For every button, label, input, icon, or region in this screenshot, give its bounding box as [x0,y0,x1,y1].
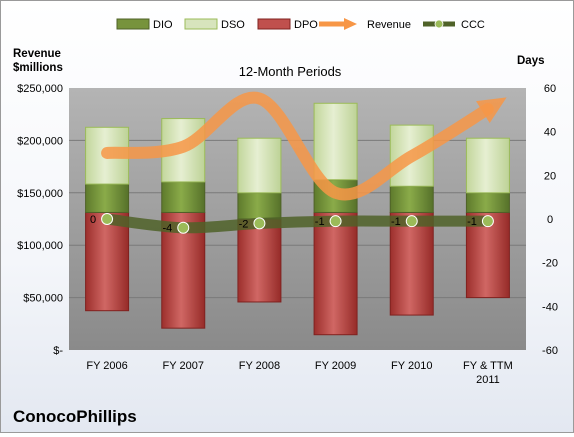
legend-swatch-dpo [257,18,291,30]
ccc-data-label: -1 [315,216,325,228]
right-axis-ticks: -60 -40 -20 0 20 40 60 [542,83,558,357]
category-label: 2011 [476,374,500,386]
ccc-marker [405,215,418,228]
category-label: FY 2010 [391,360,432,372]
revenue-line [101,91,507,201]
right-axis-title: Days [517,55,545,67]
ccc-marker [329,215,342,228]
legend-swatch-dio [116,18,150,30]
ccc-data-label: -2 [239,218,249,230]
dso-bar [237,137,282,194]
left-tick-label: $50,000 [23,293,63,305]
dso-bar [465,137,510,194]
right-tick-label: -20 [542,258,558,270]
right-tick-label: 0 [547,214,553,226]
dio-bar [237,192,282,220]
legend-label: CCC [461,19,485,31]
chart-title: 12-Month Periods [239,64,342,79]
left-tick-label: $100,000 [17,240,63,252]
dpo-bar [237,218,282,303]
category-label: FY 2007 [163,360,204,372]
legend-label: DSO [221,19,245,31]
dso-bar [313,102,358,181]
ccc-data-label: -1 [391,216,401,228]
right-tick-label: -40 [542,301,558,313]
right-tick-label: 20 [544,170,556,182]
dio-bar [85,183,130,213]
legend-label: DPO [294,19,318,31]
ccc-marker [481,215,494,228]
chart-legend: DIO DSO DPO Revenue CCC [116,18,485,31]
company-name: ConocoPhillips [13,407,137,426]
dio-bar [161,181,206,213]
left-axis-ticks: $- $50,000 $100,000 $150,000 $200,000 $250,00… [17,83,63,357]
dio-bar [465,192,510,213]
ccc-data-label: 0 [90,214,96,226]
right-tick-label: -60 [542,345,558,357]
left-tick-label: $250,000 [17,83,63,95]
right-tick-label: 60 [544,83,556,95]
dpo-bar [85,211,130,312]
left-tick-label: $200,000 [17,135,63,147]
ccc-line [101,213,494,234]
category-label: FY 2006 [86,360,127,372]
legend-marker-ccc [434,19,444,29]
ccc-series: 0 -4 -2 -1 -1 -1 [90,213,494,235]
category-labels: FY 2006 FY 2007 FY 2008 FY 2009 FY 2010 FY & … [86,360,512,386]
ccc-data-label: -1 [467,216,477,228]
ccc-data-label: -4 [162,223,172,235]
left-tick-label: $- [53,345,63,357]
revenue-series [101,91,507,201]
left-axis-title-line2: $millions [13,62,63,74]
left-tick-label: $150,000 [17,188,63,200]
category-label: FY 2008 [239,360,280,372]
legend-label: Revenue [367,19,411,31]
dpo-bar [389,211,434,316]
right-tick-label: 40 [544,127,556,139]
legend-swatch-dso [184,18,218,30]
category-label: FY 2009 [315,360,356,372]
ccc-marker [253,217,266,230]
left-axis-title-line1: Revenue [13,48,61,60]
ccc-marker [177,221,190,234]
legend-label: DIO [153,19,173,31]
dpo-bar [313,211,358,336]
ccc-marker [101,213,114,225]
dio-bar [389,185,434,213]
category-label: FY & TTM [463,360,513,372]
